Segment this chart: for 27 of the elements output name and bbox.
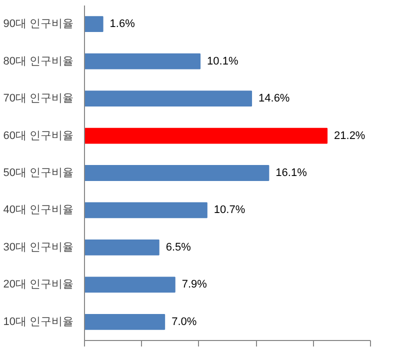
data-label: 1.6% (110, 18, 136, 30)
bar (84, 314, 166, 330)
y-tick-label: 30대 인구비율 (3, 241, 74, 254)
data-label: 7.0% (172, 316, 197, 328)
y-tick-label: 20대 인구비율 (3, 278, 74, 291)
data-label: 10.7% (214, 204, 246, 216)
bar (84, 202, 208, 218)
bar (84, 276, 176, 293)
data-label: 7.9% (182, 278, 208, 291)
bar (84, 165, 270, 181)
y-tick-label: 60대 인구비율 (3, 130, 74, 142)
data-label: 6.5% (166, 241, 192, 254)
data-label: 10.1% (207, 55, 238, 68)
bar (84, 90, 252, 106)
y-tick-label: 90대 인구비율 (3, 18, 74, 30)
y-tick-label: 10대 인구비율 (3, 316, 74, 328)
data-label: 14.6% (258, 92, 290, 105)
y-tick-label: 70대 인구비율 (3, 92, 74, 105)
y-tick-label: 80대 인구비율 (3, 55, 74, 68)
bar (84, 16, 104, 32)
data-label: 21.2% (334, 130, 366, 142)
bar (84, 240, 160, 256)
bar (84, 128, 328, 144)
y-tick-label: 40대 인구비율 (3, 204, 74, 216)
bar (84, 53, 201, 70)
data-label: 16.1% (276, 167, 308, 179)
y-tick-label: 50대 인구비율 (3, 167, 74, 179)
